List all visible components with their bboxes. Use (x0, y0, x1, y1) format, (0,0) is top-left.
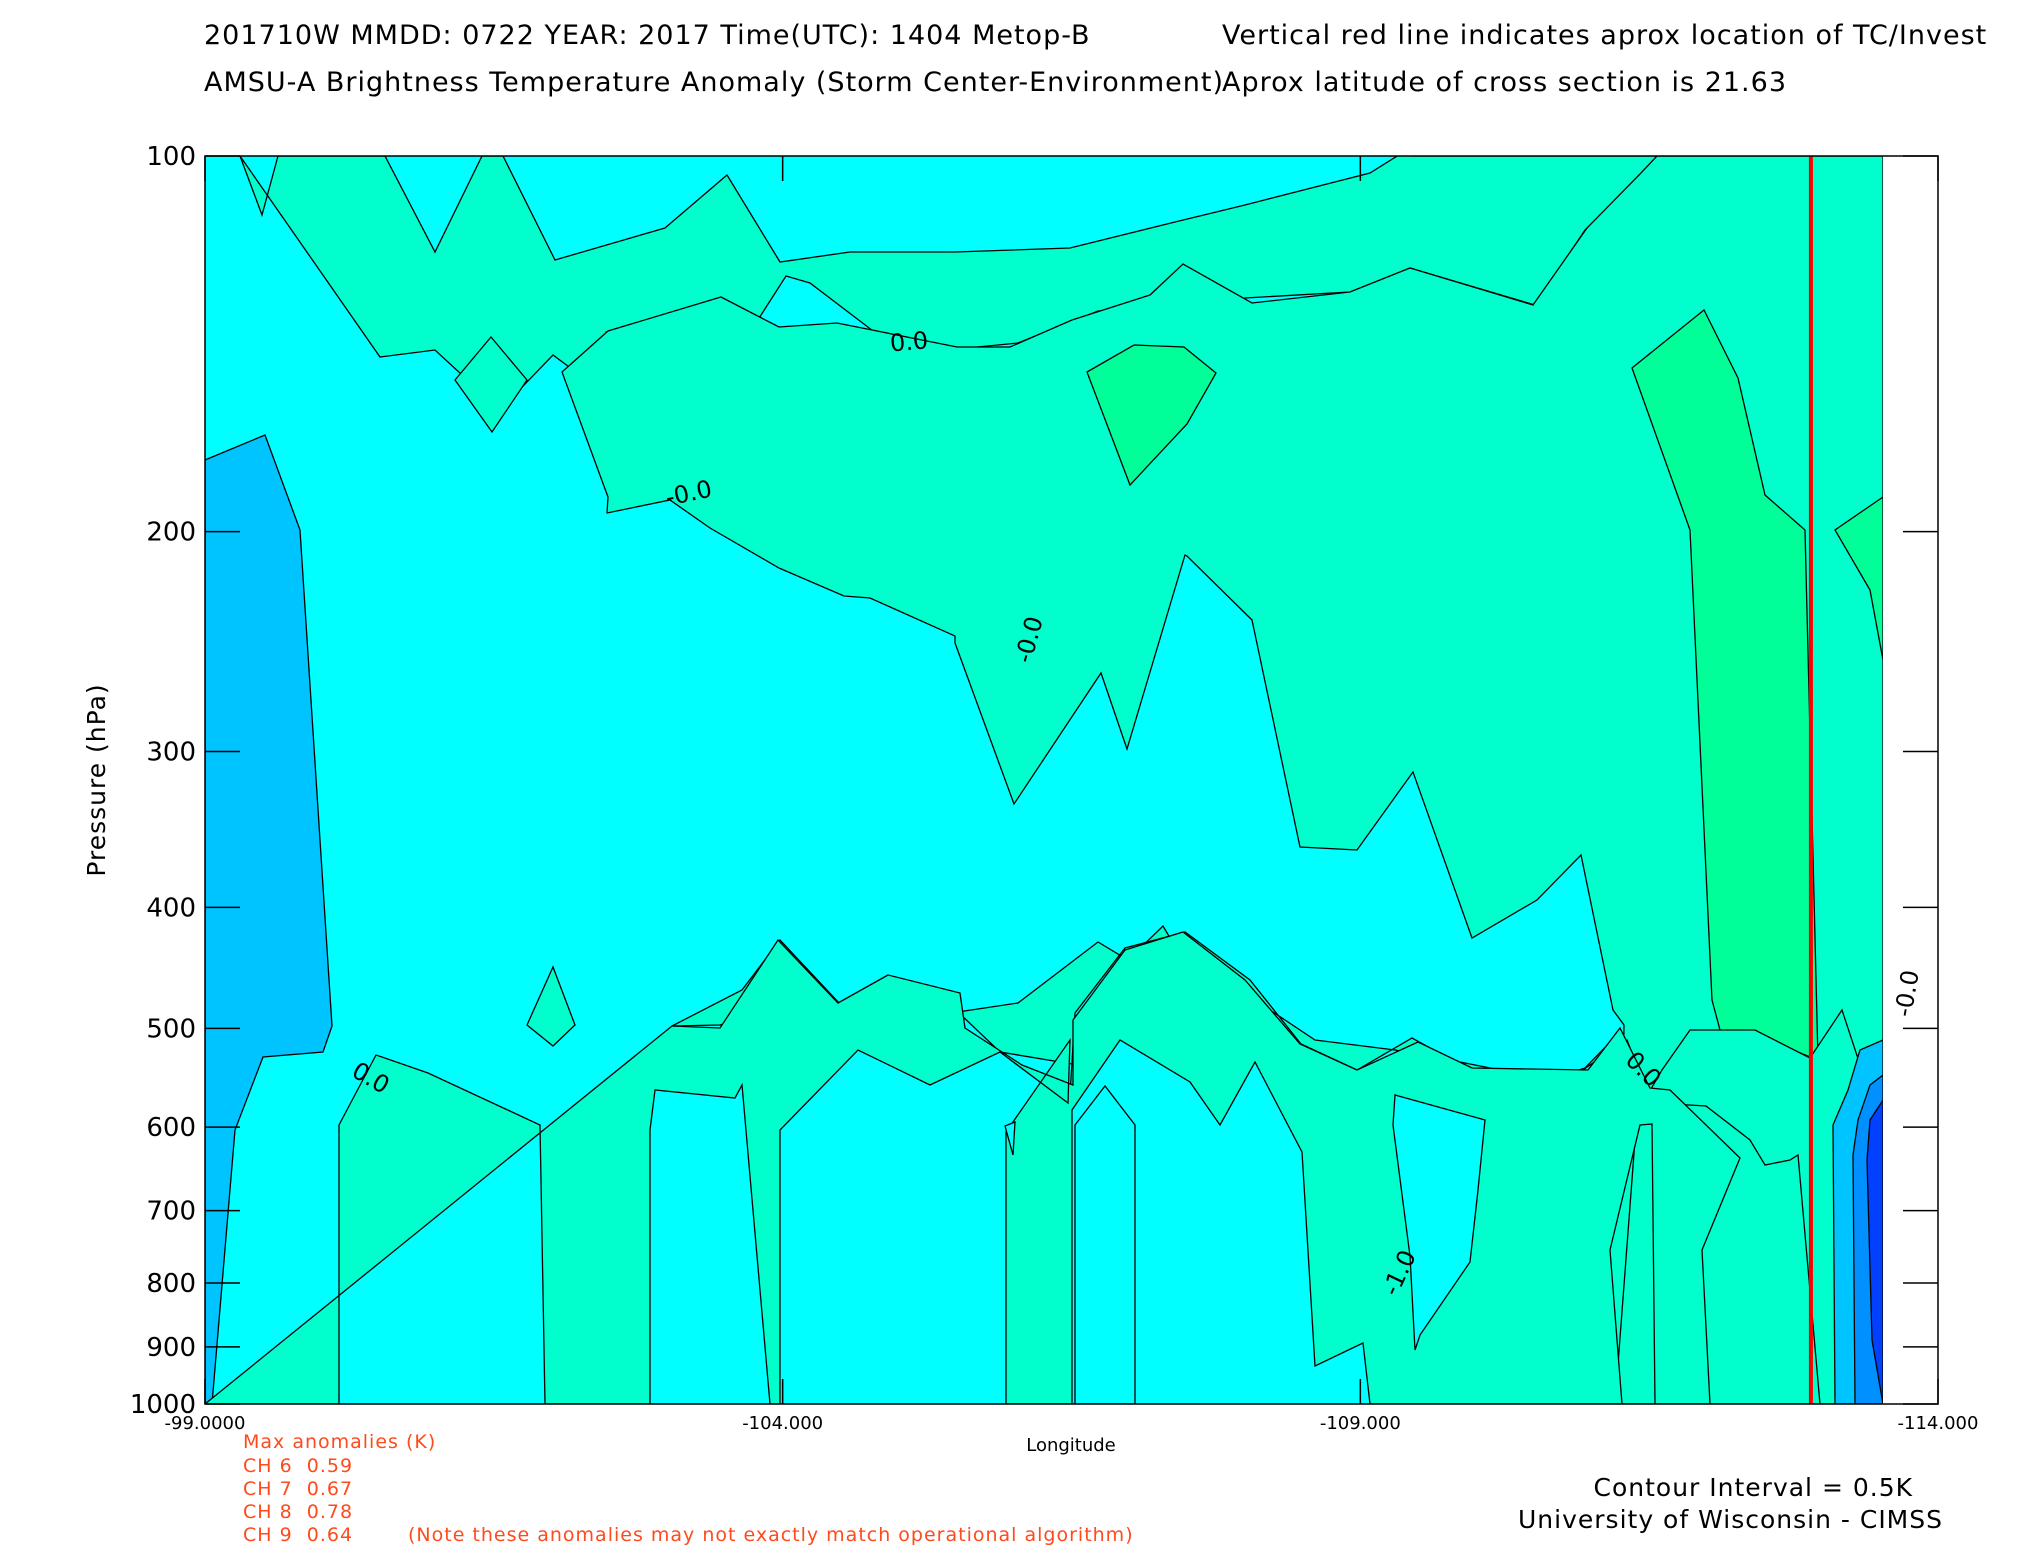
y-tick-label: 300 (146, 737, 196, 767)
fill-region-cold-col-1 (1074, 1084, 1136, 1404)
anomalies-title: Max anomalies (K) (243, 1431, 437, 1453)
x-tick-label: -114.000 (1898, 1413, 1979, 1434)
y-tick-label: 700 (146, 1197, 196, 1227)
y-tick-label: 900 (146, 1333, 196, 1363)
fill-region-neg-right-3 (1866, 1098, 1883, 1404)
x-tick-label: -99.0000 (165, 1413, 246, 1434)
x-axis-label: Longitude (1026, 1435, 1116, 1456)
fill-region-neg-left (205, 434, 333, 1404)
x-tick-label: -109.000 (1320, 1413, 1401, 1434)
credit-label: University of Wisconsin - CIMSS (1518, 1505, 1943, 1534)
contour-label: 0.0 (889, 326, 929, 357)
anomalies-note: (Note these anomalies may not exactly ma… (408, 1524, 1134, 1546)
anomaly-row: CH 9 0.64 (243, 1524, 354, 1546)
y-tick-label: 200 (146, 518, 196, 548)
y-axis-label: Pressure (hPa) (82, 683, 111, 876)
y-tick-label: 800 (146, 1269, 196, 1299)
y-tick-label: 1000 (130, 1390, 196, 1420)
y-tick-label: 400 (146, 893, 196, 923)
anomaly-row: CH 7 0.67 (243, 1478, 354, 1500)
fill-region-warm-mid (1086, 344, 1217, 487)
fill-region-cold-small (1004, 1121, 1016, 1156)
anomaly-row: CH 8 0.78 (243, 1501, 354, 1523)
plot-frame (204, 155, 1939, 1405)
y-tick-label: 600 (146, 1113, 196, 1143)
contour-label: -0.0 (1889, 968, 1925, 1019)
fill-region-no-data (1883, 156, 1938, 1404)
x-tick-label: -104.000 (742, 1413, 823, 1434)
header-line2-right: Aprox latitude of cross section is 21.63 (1222, 67, 1787, 98)
fill-region-small-warm-diamond (526, 965, 576, 1047)
y-tick-label: 500 (146, 1014, 196, 1044)
fill-region-mid-band (561, 156, 1883, 1404)
fill-region-low-wide (205, 931, 1741, 1404)
contour-interval-label: Contour Interval = 0.5K (1593, 1473, 1913, 1502)
y-tick-label: 100 (146, 142, 196, 172)
fill-region-diamond (454, 335, 528, 434)
header-line1-right: Vertical red line indicates aprox locati… (1222, 20, 1988, 51)
fill-region-warm-right (1834, 496, 1883, 661)
header-line1-left: 201710W MMDD: 0722 YEAR: 2017 Time(UTC):… (204, 20, 1091, 51)
fill-region-cold-col-2 (1392, 1094, 1486, 1351)
anomaly-row: CH 6 0.59 (243, 1455, 354, 1477)
header-line2-left: AMSU-A Brightness Temperature Anomaly (S… (204, 67, 1225, 98)
